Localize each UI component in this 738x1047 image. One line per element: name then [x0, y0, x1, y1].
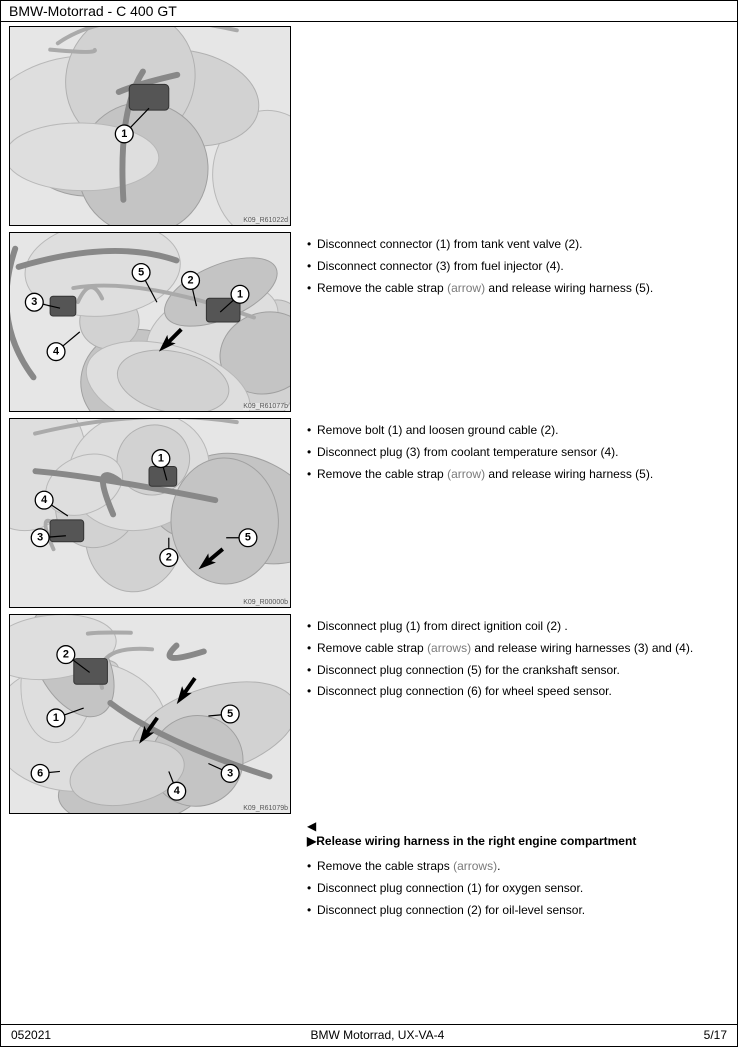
svg-text:4: 4: [174, 785, 180, 797]
header-title: BMW-Motorrad - C 400 GT: [9, 3, 177, 19]
svg-text:1: 1: [158, 453, 164, 465]
section-instructions: Remove the cable straps (arrows). Disconn…: [307, 854, 729, 918]
instruction-text: Remove the cable strap: [317, 467, 447, 481]
svg-text:5: 5: [138, 267, 144, 279]
instructions-3: Remove bolt (1) and loosen ground cable …: [291, 418, 729, 487]
instruction-text: Disconnect plug (1) from direct ignition…: [317, 619, 568, 633]
instruction-item: Remove the cable strap (arrow) and relea…: [307, 280, 729, 297]
svg-text:1: 1: [237, 288, 243, 300]
instruction-text-post: .: [497, 859, 500, 873]
instruction-text: Disconnect connector (1) from tank vent …: [317, 237, 582, 251]
instructions-4: Disconnect plug (1) from direct ignition…: [291, 614, 729, 705]
page-header: BMW-Motorrad - C 400 GT: [1, 1, 737, 22]
section-title-text: Release wiring harness in the right engi…: [316, 834, 636, 848]
section-title: ▶Release wiring harness in the right eng…: [307, 834, 729, 848]
instruction-text: Disconnect plug connection (2) for oil-l…: [317, 903, 585, 917]
footer-page: 5/17: [704, 1028, 727, 1042]
instruction-text: Remove the cable straps: [317, 859, 453, 873]
svg-text:5: 5: [245, 532, 251, 544]
instruction-text-post: and release wiring harness (5).: [485, 281, 653, 295]
figure-1: 1 K09_R61022d: [9, 26, 291, 226]
instruction-item: Disconnect plug (1) from direct ignition…: [307, 618, 729, 635]
figure-tag: K09_R61079b: [243, 805, 288, 812]
svg-text:1: 1: [121, 128, 127, 140]
instruction-text: Disconnect plug (3) from coolant tempera…: [317, 445, 618, 459]
instruction-text: Remove the cable strap: [317, 281, 447, 295]
section-nav-back[interactable]: ◀: [307, 820, 729, 832]
instruction-text-post: and release wiring harness (5).: [485, 467, 653, 481]
svg-text:2: 2: [63, 649, 69, 661]
figure-tag: K09_R00000b: [243, 599, 288, 606]
step-row-2: 5 2 1 3 4 K09_R61077b Disconnect connector…: [9, 232, 729, 412]
instruction-item: Disconnect plug connection (5) for the c…: [307, 662, 729, 679]
instruction-text: Remove bolt (1) and loosen ground cable …: [317, 423, 558, 437]
svg-text:4: 4: [53, 346, 59, 358]
arrow-reference: (arrows): [453, 859, 497, 873]
svg-text:2: 2: [166, 552, 172, 564]
instruction-item: Remove the cable strap (arrow) and relea…: [307, 466, 729, 483]
instruction-item: Disconnect plug (3) from coolant tempera…: [307, 444, 729, 461]
instruction-item: Disconnect plug connection (1) for oxyge…: [307, 880, 729, 897]
footer-doc: BMW Motorrad, UX-VA-4: [310, 1028, 444, 1042]
arrow-reference: (arrow): [447, 281, 485, 295]
figure-2: 5 2 1 3 4 K09_R61077b: [9, 232, 291, 412]
svg-text:5: 5: [227, 708, 233, 720]
step-row-3: 1 4 3 2 5 K09_R00000b Remove bolt (1) and …: [9, 418, 729, 608]
expand-icon[interactable]: ▶: [307, 834, 316, 848]
instruction-item: Remove bolt (1) and loosen ground cable …: [307, 422, 729, 439]
instruction-text: Remove cable strap: [317, 641, 427, 655]
svg-text:3: 3: [37, 532, 43, 544]
instruction-item: Remove the cable straps (arrows).: [307, 858, 729, 875]
figure-tag: K09_R61022d: [243, 217, 288, 224]
instruction-item: Disconnect connector (3) from fuel injec…: [307, 258, 729, 275]
svg-text:6: 6: [37, 767, 43, 779]
section-block: ◀ ▶Release wiring harness in the right en…: [307, 820, 729, 918]
arrow-reference: (arrow): [447, 467, 485, 481]
svg-text:4: 4: [41, 494, 47, 506]
instruction-text: Disconnect plug connection (1) for oxyge…: [317, 881, 583, 895]
svg-text:1: 1: [53, 712, 59, 724]
instructions-2: Disconnect connector (1) from tank vent …: [291, 232, 729, 301]
instruction-text: Disconnect plug connection (6) for wheel…: [317, 684, 612, 698]
instruction-item: Disconnect connector (1) from tank vent …: [307, 236, 729, 253]
instruction-text: Disconnect connector (3) from fuel injec…: [317, 259, 564, 273]
footer-date: 052021: [11, 1028, 51, 1042]
instruction-text: Disconnect plug connection (5) for the c…: [317, 663, 620, 677]
figure-tag: K09_R61077b: [243, 403, 288, 410]
instruction-item: Remove cable strap (arrows) and release …: [307, 640, 729, 657]
svg-text:3: 3: [31, 296, 37, 308]
page-footer: 052021 BMW Motorrad, UX-VA-4 5/17: [1, 1024, 737, 1046]
step-row-1: 1 K09_R61022d: [9, 26, 729, 226]
svg-text:3: 3: [227, 767, 233, 779]
instructions-1: [291, 26, 729, 30]
figure-4: 2 1 6 5 3 4 K09_R61079b: [9, 614, 291, 814]
arrow-reference: (arrows): [427, 641, 471, 655]
instruction-item: Disconnect plug connection (6) for wheel…: [307, 683, 729, 700]
svg-text:2: 2: [188, 274, 194, 286]
instruction-text-post: and release wiring harnesses (3) and (4)…: [471, 641, 693, 655]
page-content: 1 K09_R61022d 5 2 1 3 4 K09_R61077b Disconn…: [1, 22, 737, 918]
step-row-4: 2 1 6 5 3 4 K09_R61079b Disconnect plug (1…: [9, 614, 729, 814]
figure-3: 1 4 3 2 5 K09_R00000b: [9, 418, 291, 608]
instruction-item: Disconnect plug connection (2) for oil-l…: [307, 902, 729, 919]
